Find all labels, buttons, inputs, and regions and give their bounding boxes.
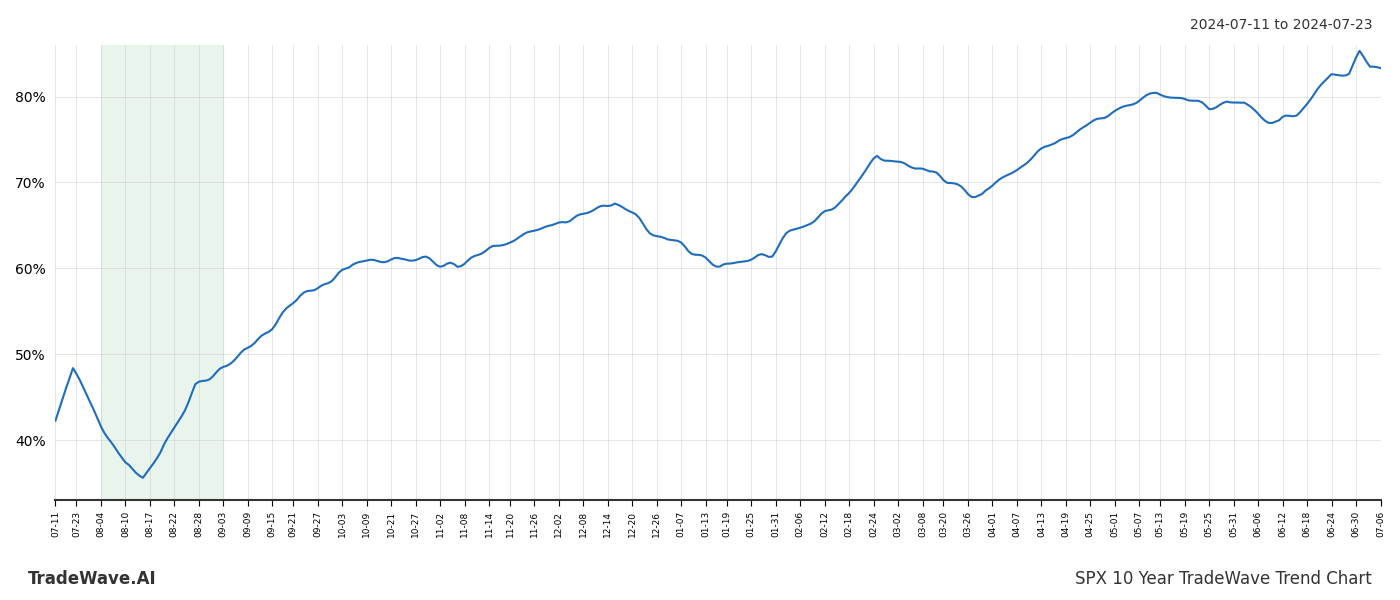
Bar bbox=[101, 45, 223, 500]
Text: TradeWave.AI: TradeWave.AI bbox=[28, 570, 157, 588]
Text: SPX 10 Year TradeWave Trend Chart: SPX 10 Year TradeWave Trend Chart bbox=[1075, 570, 1372, 588]
Text: 2024-07-11 to 2024-07-23: 2024-07-11 to 2024-07-23 bbox=[1190, 18, 1372, 32]
